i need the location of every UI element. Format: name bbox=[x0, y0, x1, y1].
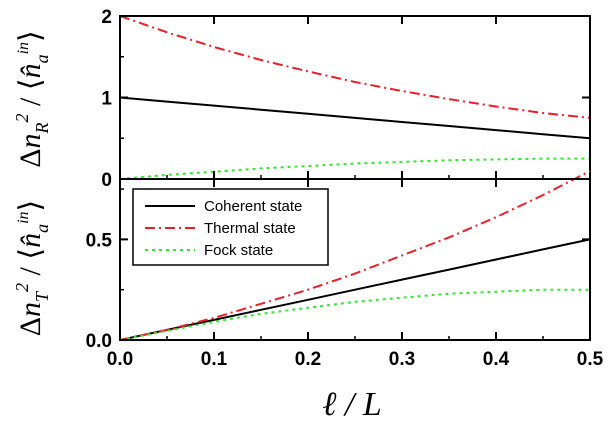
bottom-y-tick-label: 0.5 bbox=[86, 230, 113, 251]
x-axis-label: ℓ / L bbox=[322, 386, 382, 422]
svg-text:ΔnT2 / ⟨n̂ain⟩: ΔnT2 / ⟨n̂ain⟩ bbox=[12, 200, 52, 337]
legend-label-thermal: Thermal state bbox=[204, 220, 296, 237]
x-tick-label: 0.2 bbox=[295, 349, 321, 370]
legend: Coherent state Thermal state Fock state bbox=[132, 188, 329, 266]
bottom-series-fock-state bbox=[119, 288, 590, 341]
x-tick-label: 0.1 bbox=[201, 349, 228, 370]
bottom-series-coherent-state bbox=[119, 238, 591, 341]
top-y-tick-label: 2 bbox=[101, 7, 112, 28]
x-tick-label: 0.0 bbox=[107, 349, 133, 370]
top-series-fock-state bbox=[119, 157, 590, 180]
top-ylabel: ΔnR2 / ⟨n̂ain⟩ bbox=[12, 30, 52, 168]
top-y-tick-label: 0 bbox=[101, 170, 112, 191]
top-panel: 0 1 2 bbox=[101, 7, 591, 191]
bottom-series-thermal-state bbox=[119, 170, 591, 341]
legend-label-coherent: Coherent state bbox=[204, 198, 302, 215]
x-tick-label: 0.5 bbox=[577, 349, 604, 370]
x-tick-label: 0.3 bbox=[389, 349, 415, 370]
bottom-panel: 0.0 0.5 0.0 0.1 0.2 0.3 0.4 0.5 bbox=[86, 170, 604, 370]
top-series-coherent-state bbox=[119, 96, 591, 140]
legend-label-fock: Fock state bbox=[204, 242, 273, 259]
top-series-thermal-state bbox=[119, 15, 591, 119]
bottom-ylabel: ΔnT2 / ⟨n̂ain⟩ bbox=[12, 200, 52, 337]
top-y-tick-label: 1 bbox=[101, 89, 112, 110]
svg-text:ΔnR2 / ⟨n̂ain⟩: ΔnR2 / ⟨n̂ain⟩ bbox=[12, 30, 52, 168]
bottom-y-tick-label: 0.0 bbox=[86, 331, 112, 352]
x-tick-label: 0.4 bbox=[483, 349, 510, 370]
